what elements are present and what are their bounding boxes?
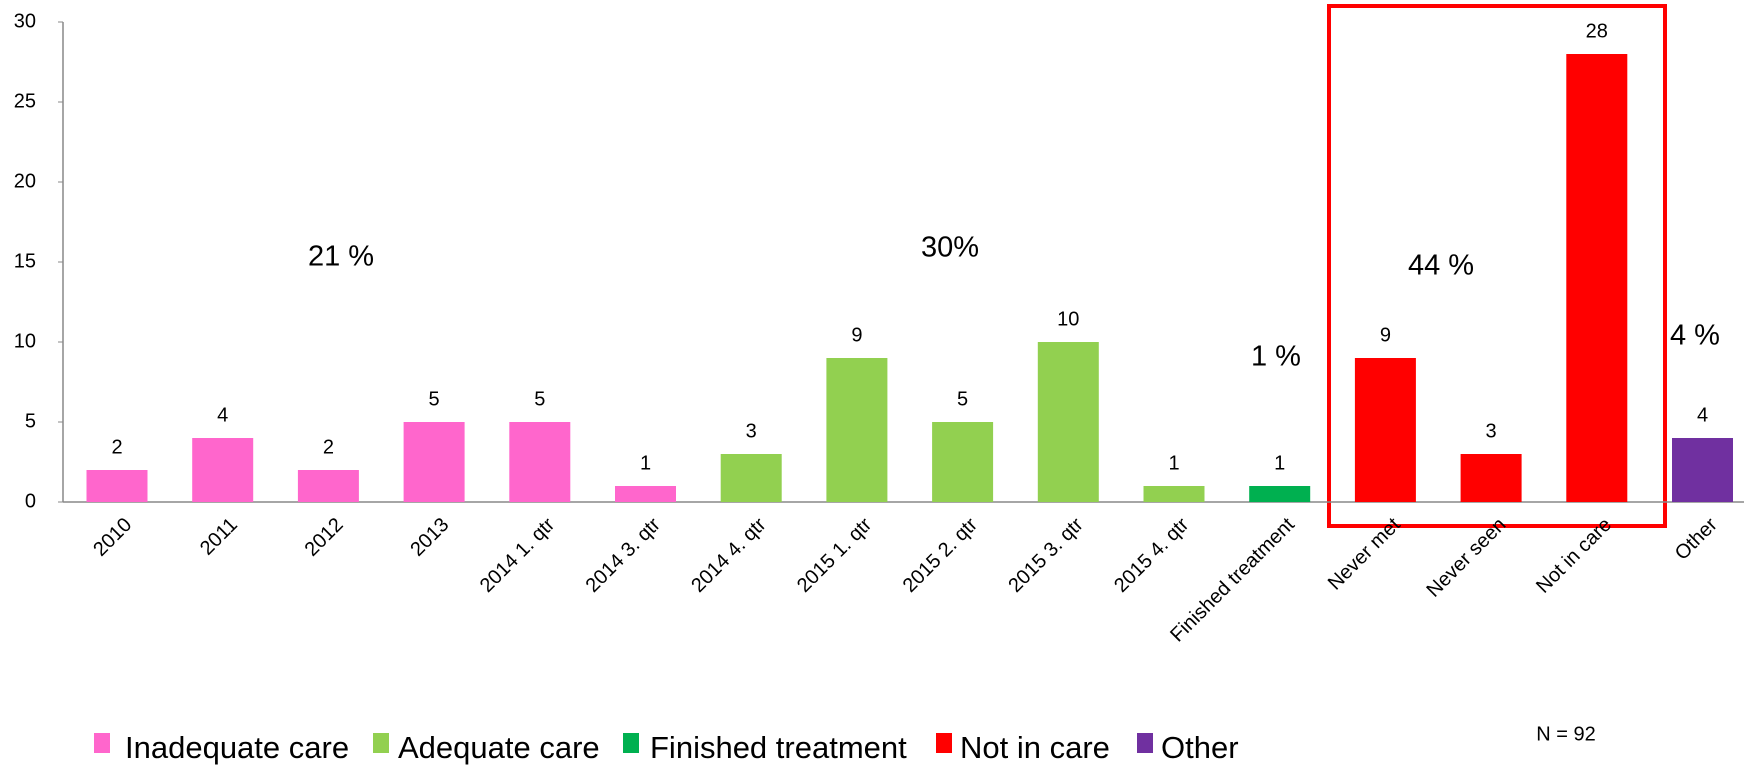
annotation: 1 % (1251, 341, 1301, 373)
value-label: 4 (217, 404, 228, 426)
bar (509, 422, 571, 502)
annotation: 4 % (1670, 320, 1720, 352)
value-label: 1 (640, 452, 651, 474)
value-label: 2 (111, 436, 122, 458)
bar (826, 358, 888, 502)
bar (615, 486, 676, 502)
annotation: 44 % (1408, 250, 1474, 282)
x-tick-label: 2011 (196, 514, 242, 560)
value-label: 5 (429, 388, 440, 410)
x-tick-label: 2015 2. qtr (899, 513, 982, 596)
legend-label: Not in care (960, 730, 1110, 765)
y-tick-label: 25 (14, 90, 36, 112)
legend-label: Finished treatment (650, 730, 907, 765)
value-label: 1 (1274, 452, 1285, 474)
bar (86, 470, 148, 502)
y-tick-label: 0 (25, 490, 36, 512)
value-label: 2 (323, 436, 334, 458)
x-tick-label: 2010 (89, 514, 136, 561)
bar (1249, 486, 1311, 502)
annotation: 21 % (308, 241, 374, 273)
value-label: 3 (1486, 420, 1497, 442)
x-tick-label: 2015 4. qtr (1110, 513, 1193, 596)
legend-swatch (936, 733, 952, 753)
y-tick-label: 30 (14, 10, 36, 32)
bar (1143, 486, 1205, 502)
bar (1354, 358, 1416, 502)
bar (932, 422, 994, 502)
value-label: 10 (1057, 308, 1079, 330)
value-label: 3 (746, 420, 757, 442)
value-label: 9 (851, 324, 862, 346)
value-label: 1 (1168, 452, 1179, 474)
highlight-box (1327, 4, 1667, 528)
legend-label: Inadequate care (125, 730, 349, 765)
bar (720, 454, 782, 502)
bar (403, 422, 465, 502)
y-tick-label: 5 (25, 410, 36, 432)
x-tick-label: 2013 (406, 514, 453, 561)
legend-label: Adequate care (398, 730, 600, 765)
value-label: 5 (957, 388, 968, 410)
x-tick-label: 2014 4. qtr (687, 513, 770, 596)
annotation: N = 92 (1536, 723, 1595, 745)
bar (1460, 454, 1522, 502)
x-tick-label: 2015 3. qtr (1004, 513, 1087, 596)
legend-label: Other (1161, 730, 1239, 765)
legend-swatch (623, 733, 639, 753)
x-tick-label: 2014 3. qtr (582, 513, 665, 596)
y-tick-label: 10 (14, 330, 36, 352)
y-tick-label: 20 (14, 170, 36, 192)
value-label: 9 (1380, 324, 1391, 346)
bar (1037, 342, 1099, 502)
annotation: 30% (921, 232, 979, 264)
legend-swatch (373, 733, 389, 753)
value-label: 4 (1697, 404, 1708, 426)
x-tick-label: 2012 (301, 514, 348, 561)
value-label: 28 (1586, 20, 1608, 42)
y-tick-label: 15 (14, 250, 36, 272)
bar (192, 438, 254, 502)
bar (1672, 438, 1733, 502)
legend-swatch (94, 733, 110, 753)
x-tick-label: 2014 1. qtr (476, 513, 559, 596)
x-tick-label: Other (1671, 513, 1722, 564)
bar (1566, 54, 1628, 502)
x-tick-label: 2015 1. qtr (793, 513, 876, 596)
value-label: 5 (534, 388, 545, 410)
legend-swatch (1137, 733, 1153, 753)
bar (297, 470, 359, 502)
